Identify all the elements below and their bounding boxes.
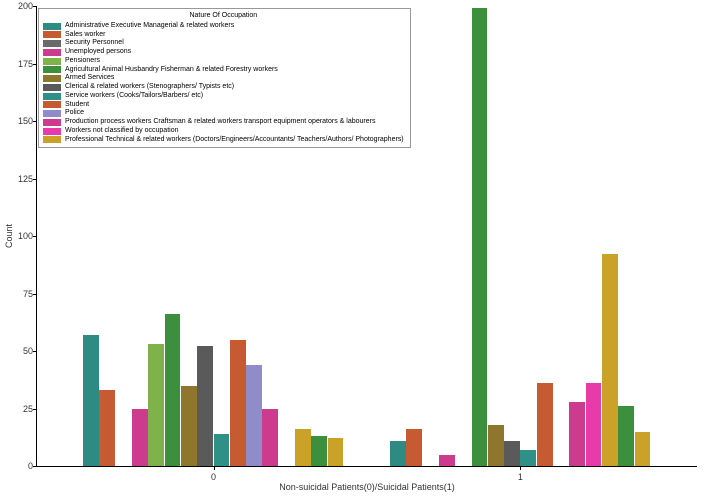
y-tick-label: 125 [18,174,33,184]
legend-swatch [43,128,61,135]
legend-swatch [43,58,61,65]
legend-item: Clerical & related workers (Stenographer… [43,83,404,92]
legend-item: Pensioners [43,57,404,66]
legend-item: Administrative Executive Managerial & re… [43,22,404,31]
y-tick-label: 150 [18,116,33,126]
y-tick-mark [33,179,37,180]
y-tick-mark [33,409,37,410]
legend-item: Workers not classified by occupation [43,127,404,136]
legend-label: Administrative Executive Managerial & re… [65,22,234,31]
bar [586,383,602,466]
legend-swatch [43,75,61,82]
legend-item: Student [43,101,404,110]
legend-label: Production process workers Craftsman & r… [65,118,375,127]
legend-swatch [43,110,61,117]
bar [132,409,148,467]
bar [214,434,230,466]
legend-item: Service workers (Cooks/Tailors/Barbers/ … [43,92,404,101]
legend-label: Student [65,101,89,110]
x-tick-mark [214,466,215,470]
legend-item: Professional Technical & related workers… [43,136,404,145]
x-tick-mark [520,466,521,470]
y-tick-label: 50 [23,346,33,356]
y-tick-label: 175 [18,59,33,69]
legend-label: Professional Technical & related workers… [65,136,404,145]
bar [504,441,520,466]
x-tick-label: 0 [211,472,216,482]
x-tick-label: 1 [518,472,523,482]
legend-label: Sales worker [65,31,105,40]
y-tick-mark [33,351,37,352]
legend-label: Workers not classified by occupation [65,127,178,136]
bar [83,335,99,466]
bar [181,386,197,467]
bar [439,455,455,467]
legend-item: Armed Services [43,74,404,83]
legend-swatch [43,84,61,91]
legend-swatch [43,23,61,30]
bar [488,425,504,466]
bar [148,344,164,466]
bar [262,409,278,467]
bar [406,429,422,466]
y-tick-label: 25 [23,404,33,414]
legend-swatch [43,136,61,143]
y-tick-mark [33,294,37,295]
legend-label: Clerical & related workers (Stenographer… [65,83,234,92]
legend-item: Unemployed persons [43,48,404,57]
bar [328,438,344,466]
bar [197,346,213,466]
y-tick-label: 200 [18,1,33,11]
bar [99,390,115,466]
bar [295,429,311,466]
chart-container: Count Non-suicidal Patients(0)/Suicidal … [0,0,708,503]
legend-swatch [43,40,61,47]
bar [165,314,181,466]
y-tick-label: 75 [23,289,33,299]
y-tick-mark [33,466,37,467]
legend-label: Security Personnel [65,39,124,48]
legend-swatch [43,66,61,73]
y-tick-mark [33,6,37,7]
legend-label: Armed Services [65,74,114,83]
bar [537,383,553,466]
y-tick-label: 100 [18,231,33,241]
legend-title: Nature Of Occupation [43,12,404,21]
bar [472,8,488,466]
y-axis-label: Count [4,224,14,248]
legend: Nature Of Occupation Administrative Exec… [38,8,411,148]
bar [520,450,536,466]
legend-item: Security Personnel [43,39,404,48]
bar [635,432,651,467]
y-tick-mark [33,64,37,65]
legend-item: Police [43,109,404,118]
legend-item: Sales worker [43,31,404,40]
legend-swatch [43,49,61,56]
y-tick-mark [33,236,37,237]
legend-label: Agricultural Animal Husbandry Fisherman … [65,66,278,75]
legend-swatch [43,101,61,108]
legend-item: Agricultural Animal Husbandry Fisherman … [43,66,404,75]
legend-swatch [43,93,61,100]
legend-label: Pensioners [65,57,100,66]
bar [618,406,634,466]
bar [569,402,585,466]
x-axis-label: Non-suicidal Patients(0)/Suicidal Patien… [279,482,455,492]
bar [311,436,327,466]
legend-label: Unemployed persons [65,48,131,57]
y-tick-mark [33,121,37,122]
bar [230,340,246,467]
legend-label: Police [65,109,84,118]
bar [602,254,618,466]
legend-label: Service workers (Cooks/Tailors/Barbers/ … [65,92,203,101]
legend-item: Production process workers Craftsman & r… [43,118,404,127]
bar [246,365,262,466]
legend-swatch [43,31,61,38]
legend-swatch [43,119,61,126]
bar [390,441,406,466]
